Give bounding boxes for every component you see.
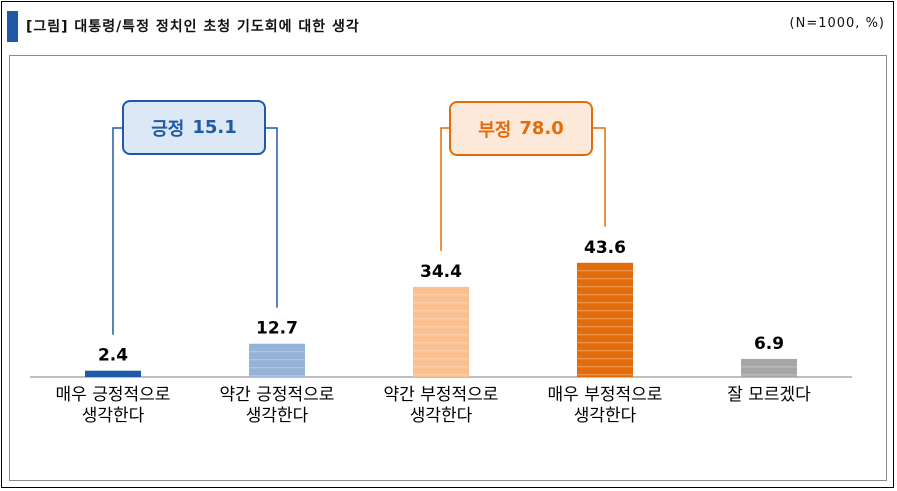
negative-group-box: 부정 78.0 — [449, 101, 593, 156]
bar-2 — [249, 343, 305, 377]
category-label-line: 생각한다 — [409, 406, 473, 426]
category-label-line: 생각한다 — [81, 406, 145, 426]
category-label-line: 약간 부정적으로 — [383, 385, 499, 405]
category-label-3: 약간 부정적으로 생각한다 — [356, 385, 526, 427]
category-label-line: 매우 긍정적으로 — [55, 385, 171, 405]
positive-group-label: 긍정 — [151, 118, 185, 140]
category-label-line: 생각한다 — [573, 406, 637, 426]
data-label-5: 6.9 — [754, 334, 784, 354]
group-bracket-left-2 — [440, 127, 449, 251]
positive-group-box: 긍정 15.1 — [122, 100, 266, 155]
data-label-2: 12.7 — [256, 319, 298, 339]
data-label-4: 43.6 — [584, 238, 626, 258]
category-label-line: 잘 모르겠다 — [727, 385, 811, 405]
negative-group-label: 부정 — [478, 119, 512, 141]
chart-title: [그림] 대통령/특정 정치인 초청 기도회에 대한 생각 — [26, 19, 360, 35]
data-label-3: 34.4 — [420, 262, 462, 282]
negative-group-value: 78.0 — [519, 118, 564, 139]
group-bracket-right-1 — [266, 127, 278, 308]
category-label-2: 약간 긍정적으로 생각한다 — [192, 385, 362, 427]
positive-group-value: 15.1 — [192, 117, 237, 138]
category-label-4: 매우 부정적으로 생각한다 — [520, 385, 690, 427]
bar-5 — [741, 358, 797, 377]
sample-size-note: (N=1000, %) — [789, 16, 885, 31]
category-label-1: 매우 긍정적으로 생각한다 — [28, 385, 198, 427]
category-label-line: 생각한다 — [245, 406, 309, 426]
category-label-5: 잘 모르겠다 — [684, 385, 854, 406]
category-label-line: 매우 부정적으로 — [547, 385, 663, 405]
bar-3 — [413, 286, 469, 377]
group-bracket-left-1 — [112, 127, 122, 335]
category-label-line: 약간 긍정적으로 — [219, 385, 335, 405]
plot-area — [9, 55, 887, 481]
group-bracket-right-2 — [593, 127, 606, 227]
bar-1 — [85, 370, 141, 377]
data-label-1: 2.4 — [98, 346, 128, 366]
bar-4 — [577, 262, 633, 377]
title-accent-bar — [7, 11, 18, 42]
